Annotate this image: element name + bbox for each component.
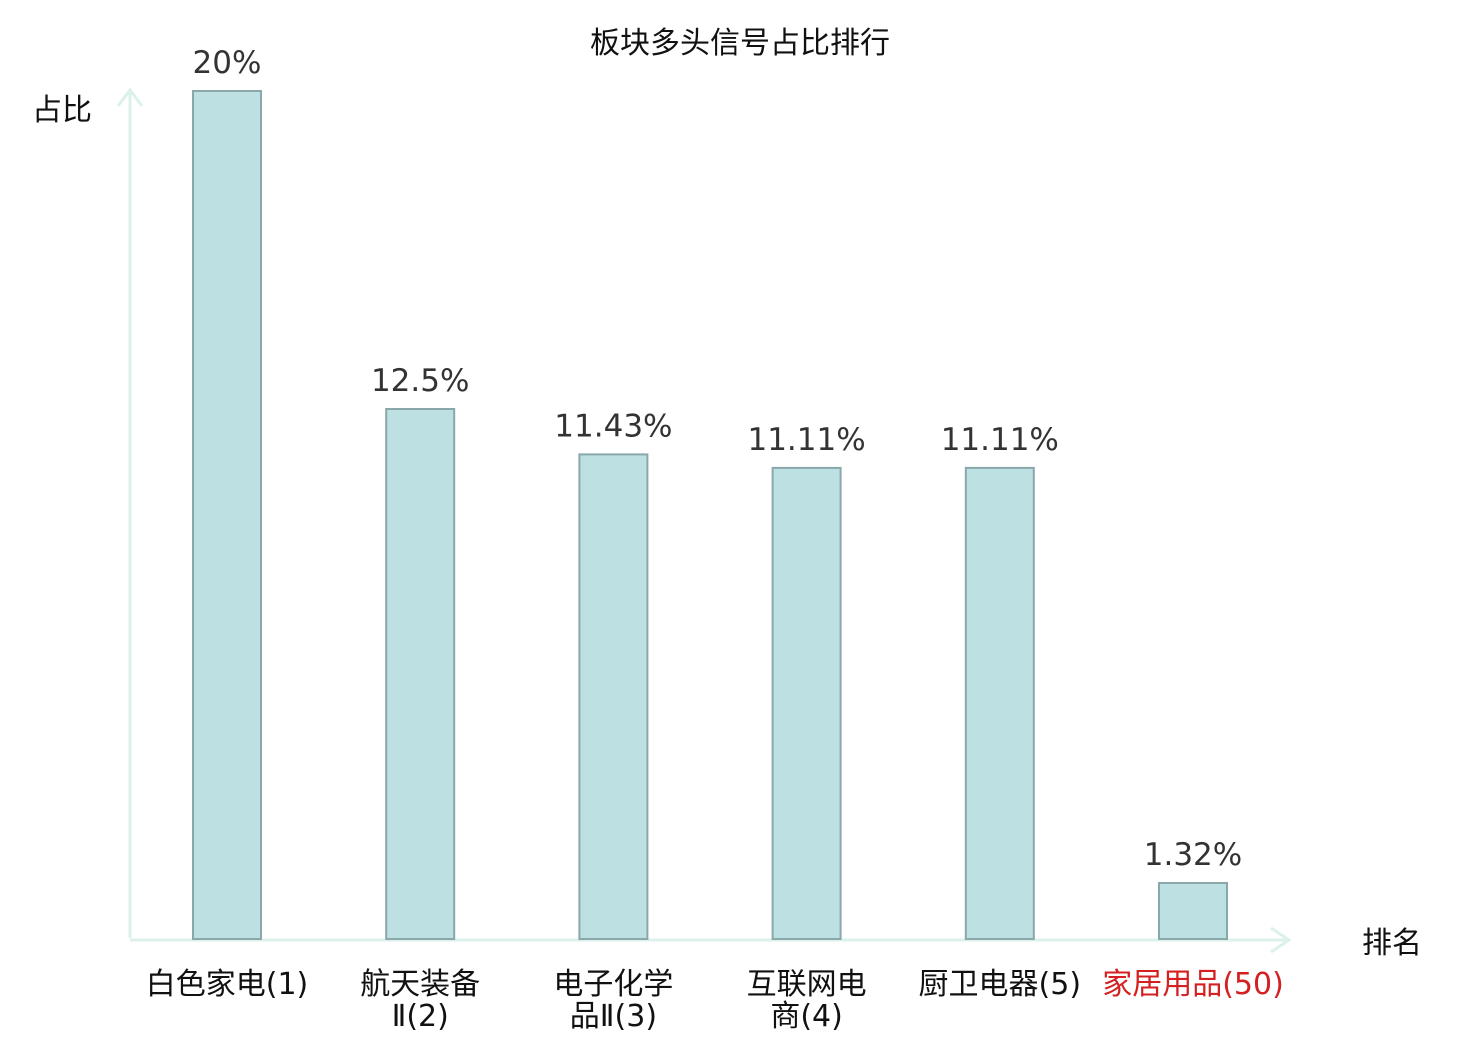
y-axis: 占比 [32,87,144,938]
bars-group [192,90,1228,940]
bar-3 [578,453,649,940]
bar-1 [192,90,262,940]
value-label-4: 11.11% [747,422,865,458]
bar-4 [771,466,842,940]
value-label-2: 12.5% [371,363,469,399]
x-axis-label: 排名 [1362,926,1422,961]
value-label-5: 11.11% [941,422,1059,458]
value-label-6: 1.32% [1144,837,1242,873]
y-axis-label: 占比 [32,93,92,128]
bar-6 [1158,882,1228,940]
value-label-1: 20% [193,45,262,81]
y-axis-arrow [116,87,144,107]
category-label-6: 家居用品(50) [1102,967,1284,1002]
chart-title: 板块多头信号占比排行 [590,26,890,61]
value-labels-group: 20% 12.5% 11.43% 11.11% 11.11% 1.32% [193,45,1243,873]
category-label-1: 白色家电(1) [146,967,309,1002]
category-labels-group: 白色家电(1) 航天装备 Ⅱ(2) 电子化学品Ⅱ(3) 互联网电商(4) 厨卫电器(5) 家… [146,967,1284,1034]
category-label-2: 航天装备 Ⅱ(2) [360,967,480,1034]
category-label-5: 厨卫电器(5) [919,967,1082,1002]
x-axis-arrow [1270,926,1292,954]
bar-5 [964,466,1035,940]
x-axis: 排名 [130,926,1422,961]
bar-2 [385,408,456,940]
value-label-3: 11.43% [554,408,672,444]
category-label-3: 电子化学品Ⅱ(3) [553,967,673,1034]
category-label-4: 互联网电商(4) [747,967,867,1034]
